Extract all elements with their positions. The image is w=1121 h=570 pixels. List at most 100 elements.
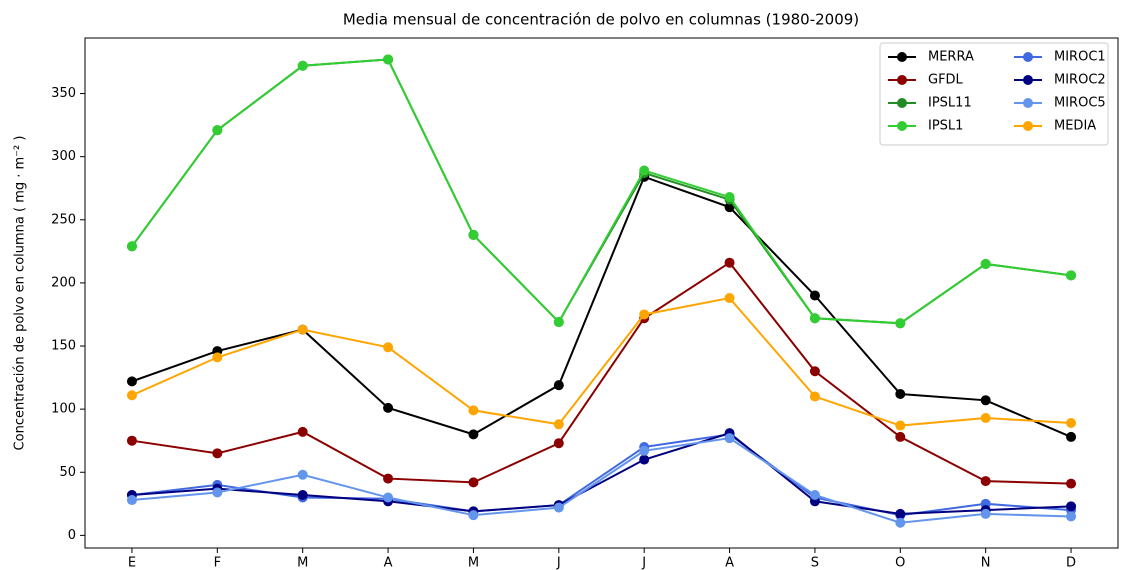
y-tick-label: 100: [51, 402, 76, 417]
legend-label: MIROC1: [1054, 50, 1106, 65]
chart-title: Media mensual de concentración de polvo …: [343, 11, 859, 29]
point: [212, 448, 223, 459]
y-tick-label: 200: [51, 275, 76, 290]
series-line: [131, 437, 1072, 524]
point: [126, 495, 137, 506]
point: [1066, 431, 1077, 442]
point: [895, 508, 906, 519]
legend-label: MIROC5: [1054, 96, 1106, 111]
point: [468, 229, 479, 240]
point: [895, 420, 906, 431]
point: [553, 419, 564, 430]
point: [1066, 270, 1077, 281]
x-tick-label: O: [895, 556, 905, 570]
legend-marker: [897, 98, 907, 108]
series-line: [131, 261, 1072, 485]
point: [383, 54, 394, 65]
point: [1066, 511, 1077, 522]
legend-box: [879, 42, 1109, 146]
x-tick-label: S: [811, 556, 819, 570]
x-tick-label: D: [1066, 556, 1076, 570]
point: [809, 366, 820, 377]
legend-marker: [897, 75, 907, 85]
series-line: [131, 433, 1072, 517]
legend-label: MERRA: [928, 50, 974, 65]
y-axis-label: Concentración de polvo en columna ( mg ·…: [13, 136, 28, 451]
point: [468, 510, 479, 521]
x-tick-label: F: [214, 556, 221, 570]
point: [212, 487, 223, 498]
point: [895, 388, 906, 399]
point: [468, 429, 479, 440]
legend-label: MEDIA: [1054, 119, 1096, 134]
x-tick-label: N: [981, 556, 991, 570]
point: [553, 502, 564, 513]
point: [895, 431, 906, 442]
x-tick-label: M: [468, 556, 479, 570]
point: [126, 376, 137, 387]
point: [809, 313, 820, 324]
y-tick-label: 0: [68, 528, 76, 543]
point: [895, 318, 906, 329]
point: [383, 402, 394, 413]
point: [980, 412, 991, 423]
legend-label: IPSL11: [928, 96, 972, 111]
point: [126, 241, 137, 252]
point: [212, 352, 223, 363]
point: [639, 309, 650, 320]
point: [553, 380, 564, 391]
point: [297, 426, 308, 437]
point: [383, 473, 394, 484]
y-tick-label: 150: [51, 339, 76, 354]
point: [1066, 501, 1077, 512]
x-tick-label: A: [384, 556, 393, 570]
axes-frame: [84, 37, 1119, 549]
point: [297, 469, 308, 480]
legend-marker: [897, 121, 907, 131]
legend-marker: [1023, 98, 1033, 108]
x-tick-label: J: [556, 556, 561, 570]
legend-label: GFDL: [928, 73, 964, 88]
point: [468, 405, 479, 416]
point: [297, 60, 308, 71]
point: [553, 317, 564, 328]
point: [809, 391, 820, 402]
x-tick-label: M: [297, 556, 308, 570]
point: [980, 476, 991, 487]
point: [383, 342, 394, 353]
point: [980, 395, 991, 406]
point: [980, 508, 991, 519]
point: [809, 489, 820, 500]
y-tick-label: 250: [51, 212, 76, 227]
legend-label: MIROC2: [1054, 73, 1106, 88]
point: [383, 492, 394, 503]
point: [895, 517, 906, 528]
point: [297, 489, 308, 500]
point: [468, 477, 479, 488]
point: [126, 390, 137, 401]
point: [1066, 478, 1077, 489]
y-tick-label: 300: [51, 149, 76, 164]
point: [212, 125, 223, 136]
point: [639, 165, 650, 176]
legend-marker: [1023, 121, 1033, 131]
series-line: [131, 296, 1072, 427]
point: [297, 324, 308, 335]
point: [724, 293, 735, 304]
x-tick-label: J: [641, 556, 646, 570]
series-line: [131, 432, 1072, 515]
series-line: [131, 58, 1072, 325]
x-tick-label: E: [128, 556, 136, 570]
point: [809, 290, 820, 301]
point: [1066, 418, 1077, 429]
point: [126, 435, 137, 446]
legend-label: IPSL1: [928, 119, 963, 134]
point: [724, 192, 735, 203]
point: [553, 438, 564, 449]
point: [980, 258, 991, 269]
point: [639, 445, 650, 456]
legend-marker: [897, 52, 907, 62]
legend-marker: [1023, 52, 1033, 62]
legend-marker: [1023, 75, 1033, 85]
